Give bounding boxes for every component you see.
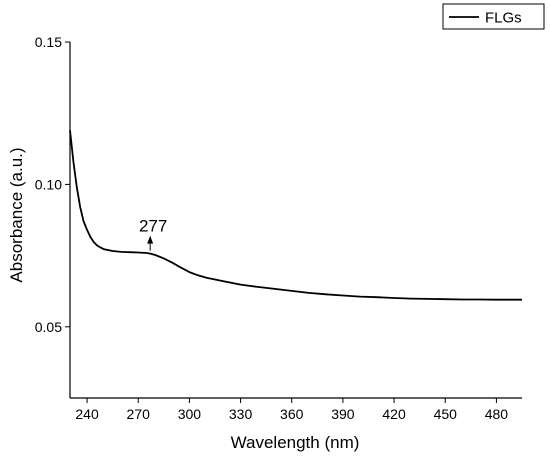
x-tick-label: 300 (178, 406, 202, 422)
x-tick-label: 330 (229, 406, 253, 422)
legend-label-flgs: FLGs (485, 10, 522, 27)
x-tick-label: 360 (280, 406, 304, 422)
x-tick-label: 420 (382, 406, 406, 422)
x-tick-label: 240 (75, 406, 99, 422)
annotation-arrow-head (147, 235, 154, 244)
x-axis-ticks: 240 270 300 330 360 390 420 450 480 (75, 398, 508, 422)
y-axis-title: Absorbance (a.u.) (7, 147, 26, 282)
annotation-label: 277 (139, 217, 167, 236)
y-tick-label: 0.05 (35, 319, 62, 335)
x-tick-label: 480 (485, 406, 509, 422)
x-axis-title: Wavelength (nm) (231, 433, 360, 452)
legend: FLGs (442, 3, 545, 30)
x-tick-label: 270 (127, 406, 151, 422)
x-tick-label: 450 (434, 406, 458, 422)
y-tick-label: 0.10 (35, 176, 62, 192)
series-line-flgs (69, 130, 522, 301)
y-axis-ticks: 0.05 0.10 0.15 (35, 34, 70, 335)
y-tick-label: 0.15 (35, 34, 62, 50)
x-tick-label: 390 (331, 406, 355, 422)
peak-annotation: 277 (139, 217, 167, 251)
